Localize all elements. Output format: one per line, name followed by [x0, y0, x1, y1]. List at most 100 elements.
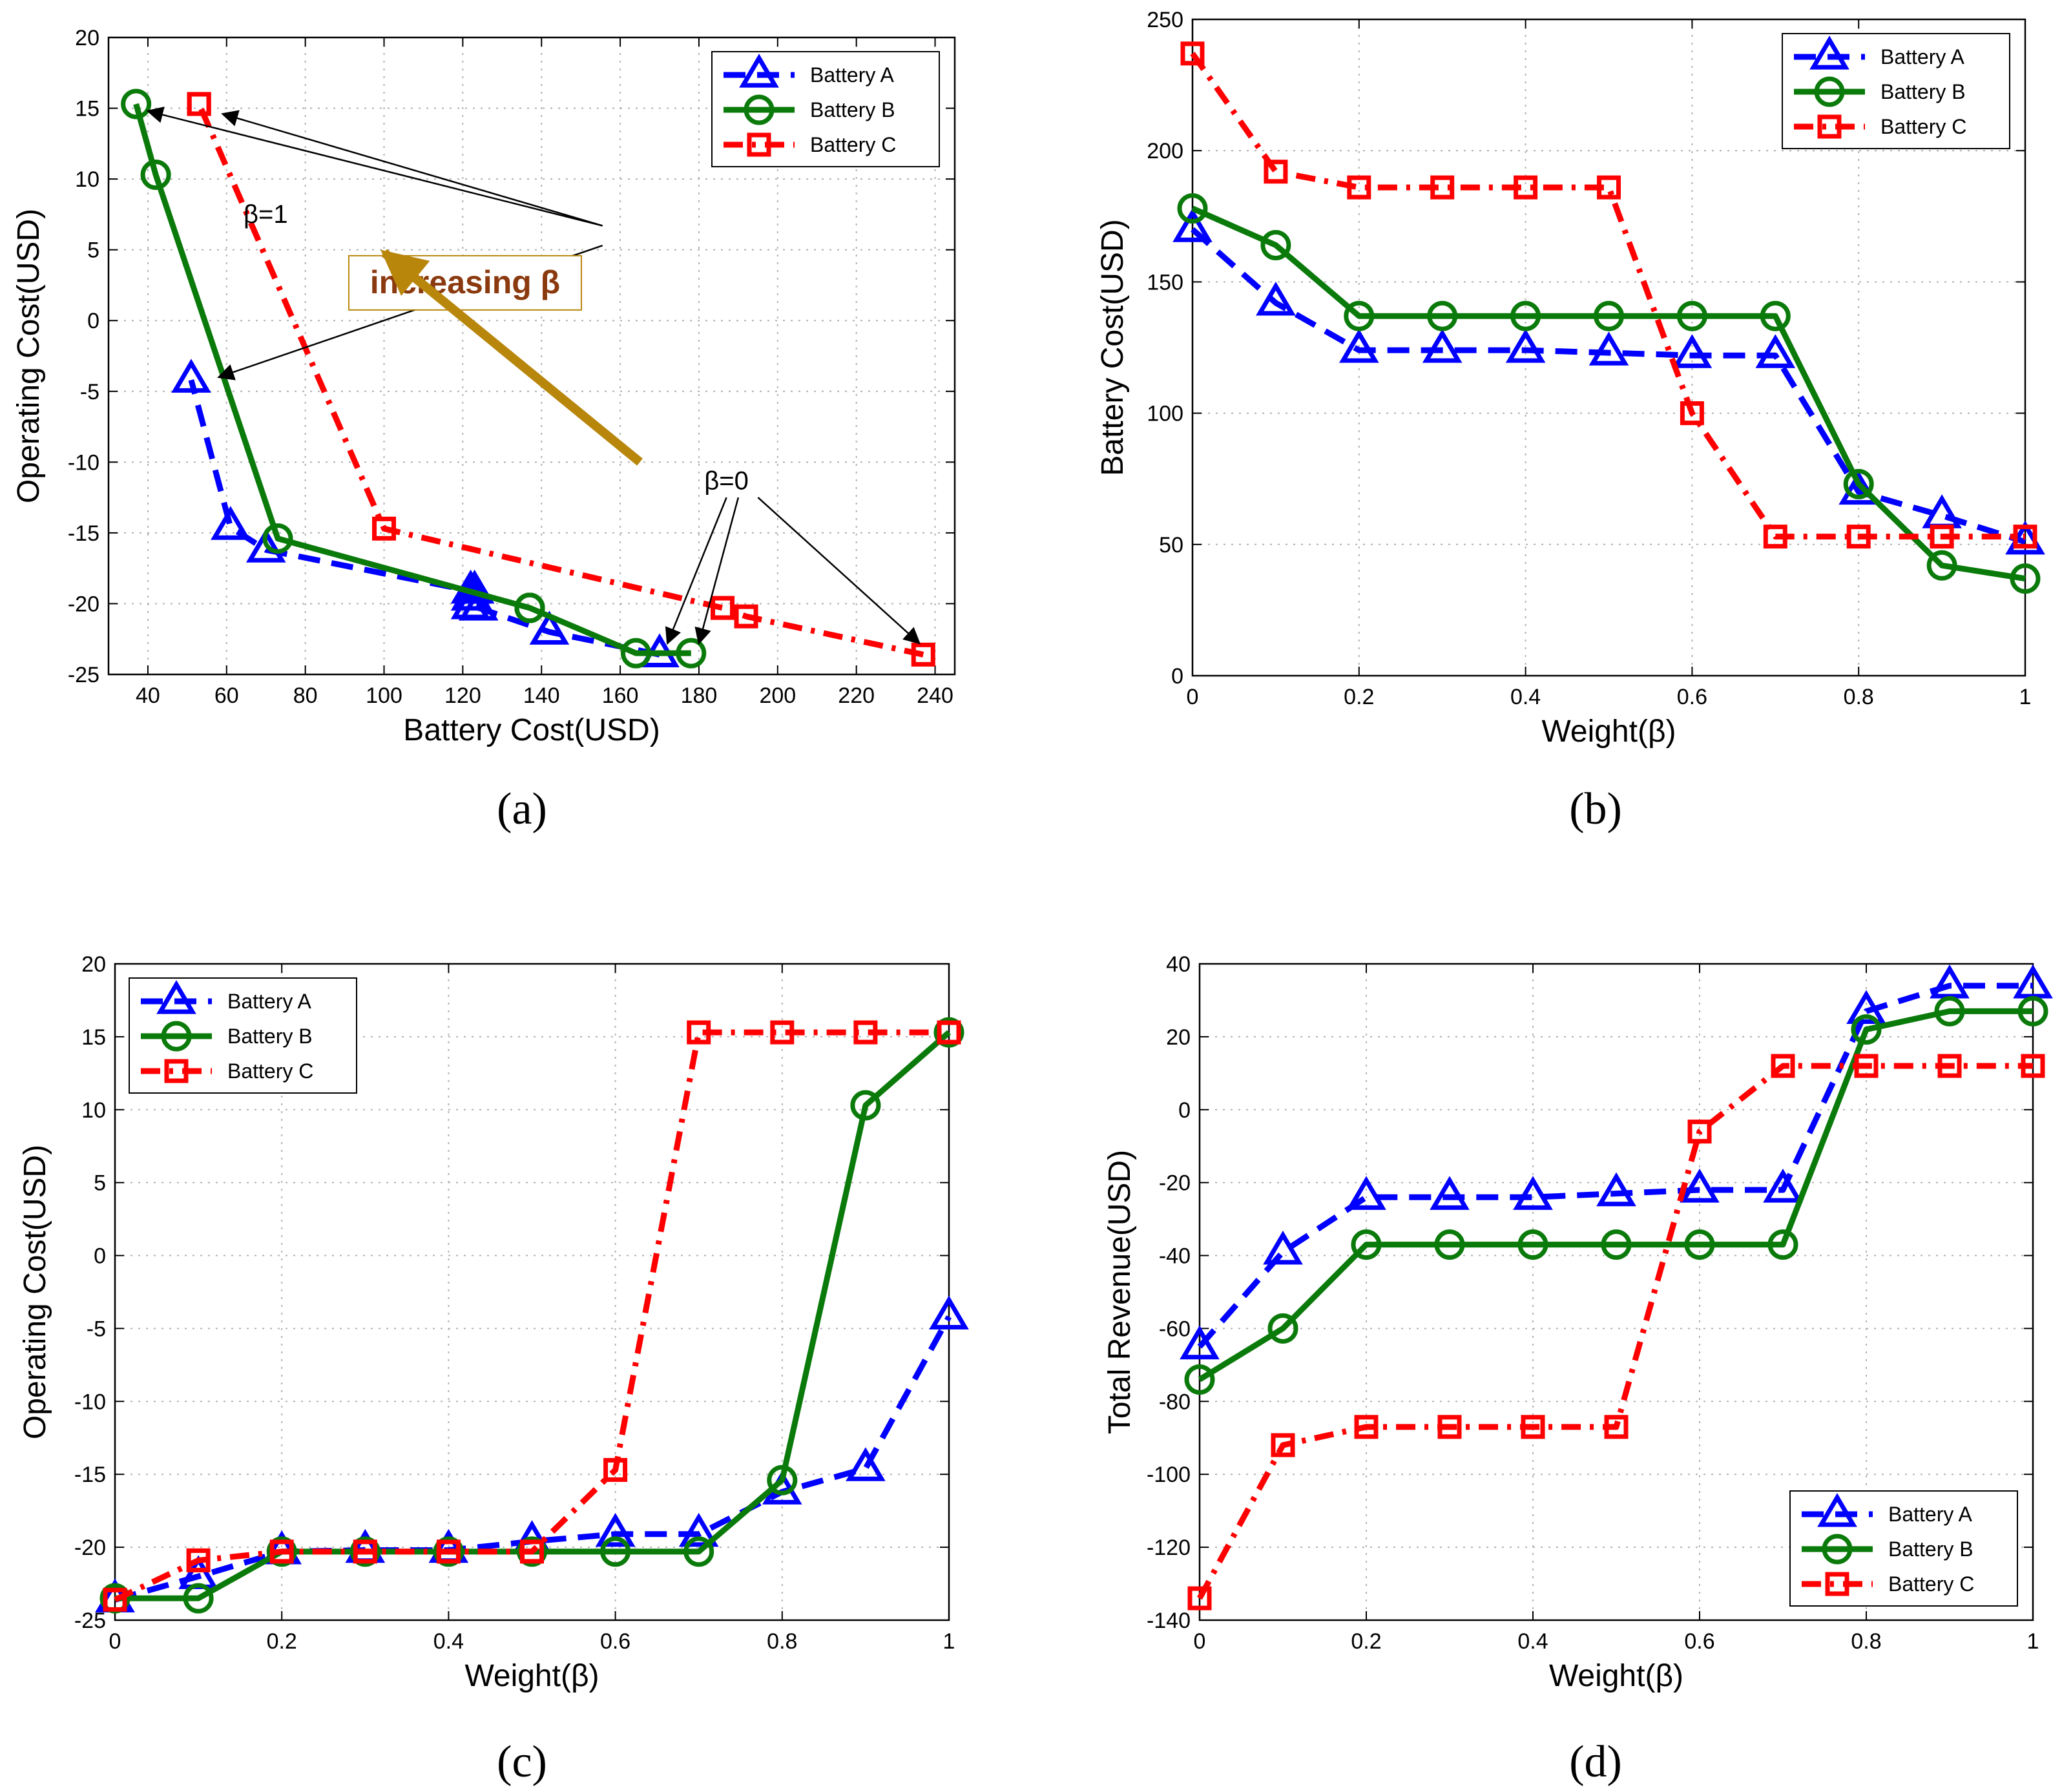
y-axis-label: Operating Cost(USD) [12, 209, 46, 503]
y-axis-label: Total Revenue(USD) [1103, 1150, 1137, 1434]
data-point [676, 638, 707, 669]
data-point [853, 1020, 878, 1045]
data-point [433, 1536, 464, 1567]
chart-panel-4: 0 0.2 0.4 0.6 0.8 1 -140 -120 -100 -80 -60 -40 -20 0 2… [1103, 952, 2053, 1787]
data-point [1854, 1054, 1879, 1078]
data-point [850, 1090, 881, 1121]
data-point [1846, 525, 1871, 549]
data-point [1594, 300, 1624, 331]
series-line [1191, 205, 2026, 582]
legend-marker [1817, 114, 1842, 139]
data-point [603, 1457, 628, 1482]
series-C [1187, 1054, 2045, 1610]
data-point [1763, 525, 1787, 549]
series-line [133, 103, 691, 656]
data-point [1354, 1415, 1379, 1439]
x-tick-label: 0.4 [1517, 1629, 1548, 1654]
data-point [1344, 300, 1375, 331]
data-point [1510, 300, 1541, 331]
y-tick-label: -140 [1147, 1609, 1191, 1633]
x-tick-label: 1 [943, 1629, 955, 1654]
series-line [196, 103, 924, 658]
data-point [529, 610, 570, 645]
data-point [1346, 1176, 1386, 1210]
x-tick-label: 200 [759, 683, 796, 708]
legend-marker [1822, 1534, 1853, 1565]
legend-marker [161, 1021, 192, 1052]
data-point [186, 1548, 211, 1572]
legend-marker [747, 132, 771, 157]
data-point [678, 1512, 719, 1547]
plot-area [114, 963, 950, 1621]
data-point [1430, 175, 1455, 200]
y-tick-label: -40 [1159, 1244, 1191, 1269]
legend: Battery A Battery B Battery C [711, 51, 940, 167]
y-tick-label: 20 [81, 952, 106, 977]
series-A [171, 359, 680, 667]
data-point [269, 1539, 294, 1564]
legend-marker [744, 94, 775, 125]
x-tick-label: 0.6 [1684, 1629, 1714, 1654]
data-point [245, 528, 286, 563]
y-tick-label: 15 [75, 97, 99, 121]
x-tick-label: 80 [293, 683, 318, 708]
data-point [937, 1020, 961, 1045]
data-point [1422, 329, 1463, 363]
annotation-beta1: β=1 [244, 200, 288, 229]
data-point [520, 1539, 544, 1564]
y-tick-label: 0 [94, 1244, 106, 1269]
data-point [683, 1536, 714, 1567]
x-tick-label: 0.2 [1351, 1629, 1381, 1654]
y-tick-label: -5 [80, 380, 99, 404]
data-point [595, 1512, 636, 1547]
series-B [1184, 995, 2048, 1395]
data-point [140, 160, 171, 191]
legend-marker [164, 1059, 189, 1083]
x-tick-label: 0 [109, 1629, 121, 1654]
legend: Battery A Battery B Battery C [1789, 1490, 2018, 1607]
data-point [1264, 160, 1288, 184]
data-point [1271, 1433, 1295, 1457]
data-point [1260, 230, 1291, 261]
data-point [1767, 1229, 1798, 1260]
data-point [1672, 334, 1713, 368]
y-tick-label: -10 [74, 1390, 106, 1414]
data-point [1597, 175, 1621, 200]
data-point [183, 1583, 214, 1614]
series-line [1197, 1063, 2033, 1600]
x-tick-label: 100 [366, 683, 402, 708]
legend-label: Battery C [1888, 1572, 1974, 1596]
data-point [1437, 1415, 1462, 1439]
x-tick-label: 0.2 [267, 1629, 297, 1654]
data-point [1505, 329, 1546, 363]
series-C [103, 1020, 961, 1612]
y-tick-label: 15 [81, 1025, 106, 1050]
data-point [1601, 1229, 1632, 1260]
data-point [1676, 300, 1707, 331]
chart-panel-1: 40 60 80 100 120 140 160 180 200 220 240-25-20-15-… [12, 26, 956, 834]
data-point [1513, 1176, 1553, 1210]
x-tick-label: 160 [602, 683, 639, 708]
data-point [1684, 1229, 1715, 1260]
data-point [1851, 1014, 1882, 1045]
series-line [1191, 227, 2026, 545]
x-tick-label: 0 [1187, 685, 1199, 709]
data-point [1338, 329, 1379, 363]
data-point [1930, 525, 1954, 549]
data-point [1843, 468, 1874, 499]
y-tick-label: 0 [87, 309, 99, 333]
data-point [262, 523, 293, 554]
x-axis-label: Weight(β) [1549, 1659, 1683, 1693]
data-point [1177, 193, 1208, 224]
y-tick-label: -15 [68, 521, 99, 546]
legend-marker [1814, 76, 1845, 107]
legend-marker [1817, 1493, 1857, 1527]
data-point [846, 1447, 886, 1481]
data-point [1771, 1054, 1795, 1078]
y-tick-label: 250 [1147, 8, 1183, 32]
data-point [933, 1017, 964, 1048]
data-point [211, 506, 251, 540]
y-tick-label: 5 [87, 238, 99, 263]
data-point [1604, 1415, 1629, 1439]
chart-panel-3: 0 0.2 0.4 0.6 0.8 1 -25 -20 -15 -10 -5 0 5 10 15 20 Weig… [18, 952, 969, 1787]
